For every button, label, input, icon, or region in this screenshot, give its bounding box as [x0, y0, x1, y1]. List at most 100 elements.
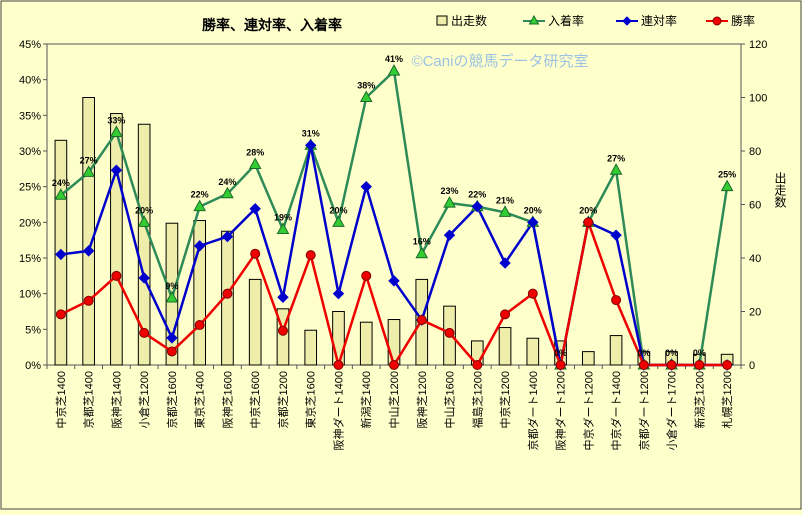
point-circle	[694, 360, 705, 370]
legend-swatch	[436, 15, 448, 26]
data-label: 24%	[218, 177, 236, 187]
bar	[359, 321, 373, 366]
bar	[581, 351, 595, 366]
point-triangle	[387, 64, 401, 76]
x-tick-label: 京都芝1600	[165, 371, 179, 428]
point-circle	[194, 320, 205, 331]
point-circle	[250, 248, 261, 259]
x-tick-label: 阪神芝1200	[415, 371, 429, 428]
x-tick-label: 京都芝1200	[276, 371, 290, 428]
data-label: 22%	[468, 190, 486, 200]
point-triangle	[110, 125, 123, 137]
bar	[498, 327, 512, 366]
bar	[110, 113, 123, 366]
legend-label: 勝率	[731, 13, 755, 28]
bar	[276, 308, 290, 366]
point-circle	[583, 217, 594, 228]
right-axis-tick-label: 0	[749, 360, 755, 372]
point-circle	[139, 327, 150, 338]
legend: 出走数 入着率 連対率 勝率	[436, 13, 755, 28]
x-tick-label: 京都ダート1200	[637, 371, 651, 450]
point-circle	[305, 250, 316, 261]
point-triangle	[221, 186, 234, 199]
point-triangle	[248, 157, 262, 170]
point-circle	[166, 346, 177, 357]
data-label: 27%	[80, 155, 98, 165]
point-triangle	[609, 163, 623, 175]
point-triangle	[193, 199, 207, 212]
point-triangle	[137, 215, 151, 227]
point-circle	[389, 360, 399, 370]
data-label: 33%	[107, 115, 125, 125]
point-circle	[416, 315, 427, 326]
left-axis-tick-label: 10%	[19, 289, 41, 301]
point-circle	[361, 270, 372, 281]
data-label: 28%	[246, 148, 264, 158]
point-diamond	[527, 216, 539, 229]
point-diamond	[388, 275, 400, 287]
legend-marker	[528, 14, 540, 25]
plot-frame	[46, 43, 742, 366]
legend-label: 出走数	[451, 13, 487, 28]
x-tick-label: 福島芝1200	[470, 371, 484, 428]
data-label: 27%	[607, 153, 625, 163]
data-label: 23%	[441, 186, 459, 196]
right-axis-tick-label: 40	[749, 253, 761, 265]
point-diamond	[166, 332, 178, 344]
x-tick-label: 東京芝1400	[193, 371, 207, 428]
point-diamond	[360, 180, 372, 193]
plot-area: 0% 5% 10% 15% 20% 25% 30% 35% 40% 45% 0 20 40 60 80 100…	[19, 39, 787, 450]
point-diamond	[138, 272, 150, 284]
point-triangle	[276, 222, 290, 234]
data-label: 24%	[52, 178, 70, 188]
point-circle	[555, 360, 566, 370]
x-tick-label: 中京芝1600	[248, 371, 262, 428]
point-diamond	[305, 139, 317, 152]
watermark: ©Caniの競馬データ研究室	[412, 52, 589, 70]
data-label: 0%	[554, 348, 567, 358]
bar	[193, 220, 207, 366]
x-tick-label: 新潟芝1400	[359, 371, 373, 428]
point-diamond	[55, 248, 67, 261]
left-axis-tick-label: 40%	[19, 75, 41, 87]
point-diamond	[610, 229, 622, 241]
point-circle	[638, 360, 649, 370]
left-axis-tick-label: 5%	[25, 324, 41, 336]
data-label: 20%	[329, 205, 347, 215]
point-diamond	[193, 240, 206, 252]
data-label: 20%	[579, 205, 597, 215]
x-tick-label: 小倉芝1200	[137, 371, 151, 428]
point-diamond	[332, 287, 345, 300]
point-diamond	[221, 230, 234, 243]
left-axis-tick-label: 35%	[19, 110, 41, 122]
x-tick-label: 京都ダート1400	[526, 371, 540, 450]
left-axis-tick-label: 20%	[19, 217, 41, 229]
legend-label: 入着率	[548, 13, 584, 28]
data-label: 41%	[385, 54, 403, 64]
data-label: 0%	[665, 348, 678, 358]
x-tick-label: 中京ダート1200	[581, 371, 595, 450]
data-label: 20%	[524, 205, 542, 215]
point-circle	[111, 270, 122, 281]
x-tick-label: 東京芝1600	[304, 371, 318, 428]
x-tick-label: 小倉ダート1700	[665, 371, 679, 450]
data-label: 31%	[302, 128, 320, 138]
point-triangle	[720, 179, 734, 192]
left-axis-tick-label: 0%	[25, 360, 41, 372]
point-diamond	[110, 164, 123, 176]
x-tick-label: 京都芝1400	[82, 371, 96, 428]
point-circle	[444, 327, 455, 338]
data-label: 16%	[413, 237, 431, 247]
point-circle	[277, 325, 288, 336]
bar	[609, 335, 623, 366]
point-triangle	[359, 90, 373, 102]
point-circle	[222, 288, 233, 299]
data-label: 38%	[357, 81, 375, 91]
data-label: 22%	[191, 190, 209, 200]
point-triangle	[82, 165, 95, 177]
bar	[137, 123, 151, 366]
point-diamond	[471, 200, 483, 213]
point-diamond	[82, 245, 95, 257]
left-axis-tick-label: 15%	[19, 253, 41, 265]
